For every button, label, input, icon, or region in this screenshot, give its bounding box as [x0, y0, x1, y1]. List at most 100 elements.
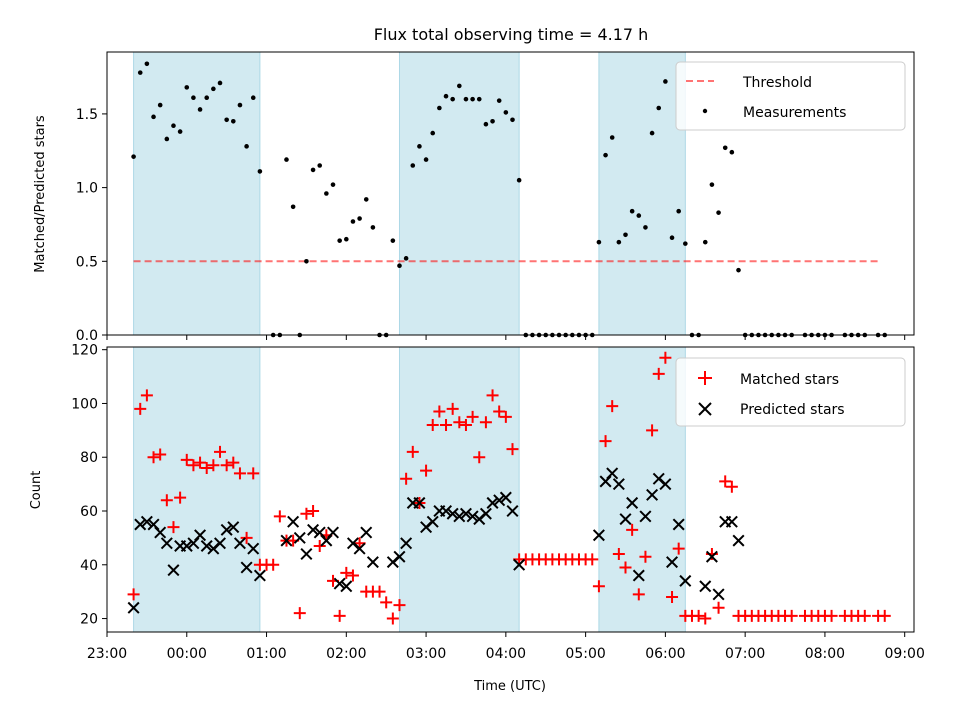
legend-measurements-marker [702, 108, 708, 114]
top-y-tick-label: 1.5 [76, 107, 98, 123]
matched-star-point [300, 507, 313, 520]
predicted-star-point [446, 507, 459, 520]
measurement-point [171, 123, 176, 128]
shaded-interval-2 [398, 51, 520, 336]
measurement-point [324, 191, 329, 196]
predicted-star-point [612, 478, 625, 491]
matched-star-point [333, 609, 346, 622]
predicted-star-point [194, 529, 207, 542]
predicted-star-point [200, 539, 213, 552]
matched-star-point [785, 609, 798, 622]
measurement-point [131, 154, 136, 159]
measurement-point [716, 210, 721, 215]
measurement-point [197, 107, 203, 112]
x-tick-label: 02:00 [326, 646, 366, 662]
matched-star-point [486, 389, 499, 402]
legend-predicted-label: Predicted stars [740, 402, 845, 418]
bottom-legend-box [675, 357, 906, 427]
bottom-y-tick-label: 40 [80, 558, 98, 574]
bottom-x-axis: 23:00 00:00 01:00 02:00 03:00 04:00 05:00 06:00… [87, 632, 925, 662]
matched-star-point [174, 491, 187, 504]
matched-star-point [400, 472, 413, 485]
top-y-tick-label: 1.0 [76, 181, 98, 197]
matched-star-point [134, 402, 147, 415]
bottom-y-tick-label: 80 [80, 450, 98, 466]
bottom-y-tick-label: 120 [71, 343, 98, 359]
matched-star-point [725, 480, 738, 493]
predicted-star-point [466, 510, 479, 523]
measurement-point [470, 96, 475, 102]
predicted-star-point [513, 558, 526, 571]
matched-star-point [307, 505, 320, 518]
shaded-interval-3 [598, 51, 686, 336]
matched-star-point [187, 459, 200, 472]
matched-star-point [592, 580, 605, 593]
shaded-interval-3 [598, 346, 686, 633]
predicted-star-point [732, 534, 745, 547]
predicted-star-point [679, 574, 692, 587]
measurement-point [177, 129, 183, 134]
predicted-star-point [499, 491, 512, 504]
predicted-star-point [453, 510, 466, 523]
x-tick-label: 08:00 [805, 646, 845, 662]
measurement-point [357, 216, 362, 221]
matched-star-point [699, 612, 712, 625]
matched-star-point [858, 609, 871, 622]
measurement-point [237, 102, 243, 108]
measurement-point [623, 232, 628, 238]
predicted-star-point [699, 580, 712, 593]
predicted-star-point [646, 488, 659, 501]
matched-star-point [612, 548, 625, 561]
top-y-tick-label: 0.0 [76, 328, 98, 344]
predicted-star-point [327, 526, 340, 539]
matched-star-point [446, 402, 459, 415]
matched-star-point [214, 445, 227, 458]
measurement-point [370, 225, 376, 230]
x-tick-label: 04:00 [486, 646, 526, 662]
measurement-point [397, 263, 402, 269]
predicted-star-point [506, 505, 519, 518]
predicted-star-point [599, 475, 612, 488]
x-tick-label: 00:00 [167, 646, 207, 662]
measurement-point [490, 118, 495, 124]
matched-star-point [147, 451, 160, 464]
matched-star-point [227, 456, 240, 469]
bottom-y-tick-label: 60 [80, 504, 98, 520]
x-axis-label: Time (UTC) [473, 679, 546, 694]
measurement-point [317, 163, 323, 168]
predicted-star-point [459, 507, 472, 520]
measurement-point [157, 102, 163, 108]
matched-star-point [825, 609, 838, 622]
matched-star-point [247, 467, 260, 480]
predicted-star-point [606, 467, 619, 480]
measurement-point [609, 135, 615, 140]
predicted-star-point [180, 539, 193, 552]
matched-star-point [220, 459, 233, 472]
matched-star-point [393, 599, 406, 612]
x-tick-label: 06:00 [645, 646, 685, 662]
measurement-point [257, 169, 263, 174]
matched-star-point [493, 405, 506, 418]
legend-matched-marker [698, 371, 712, 385]
chart-title: Flux total observing time = 4.17 h [374, 25, 649, 44]
measurement-point [423, 157, 429, 162]
measurement-point [164, 136, 170, 142]
measurement-point [244, 144, 249, 149]
predicted-star-point [154, 526, 167, 539]
matched-star-point [666, 591, 679, 604]
predicted-star-point [313, 526, 326, 539]
matched-star-point [167, 521, 180, 534]
measurement-point [290, 204, 296, 210]
measurement-point [437, 105, 442, 111]
measurement-point [191, 95, 196, 100]
matched-star-point [233, 467, 246, 480]
matched-star-point [273, 510, 286, 523]
legend-threshold-label: Threshold [742, 75, 812, 91]
matched-star-point [154, 448, 167, 461]
measurement-point [656, 105, 662, 111]
legend-measurements-label: Measurements [743, 105, 846, 121]
predicted-star-point [247, 542, 260, 555]
measurement-point [596, 239, 602, 245]
measurement-point [137, 70, 143, 75]
top-y-axis-label: Matched/Predicted stars [33, 115, 48, 273]
